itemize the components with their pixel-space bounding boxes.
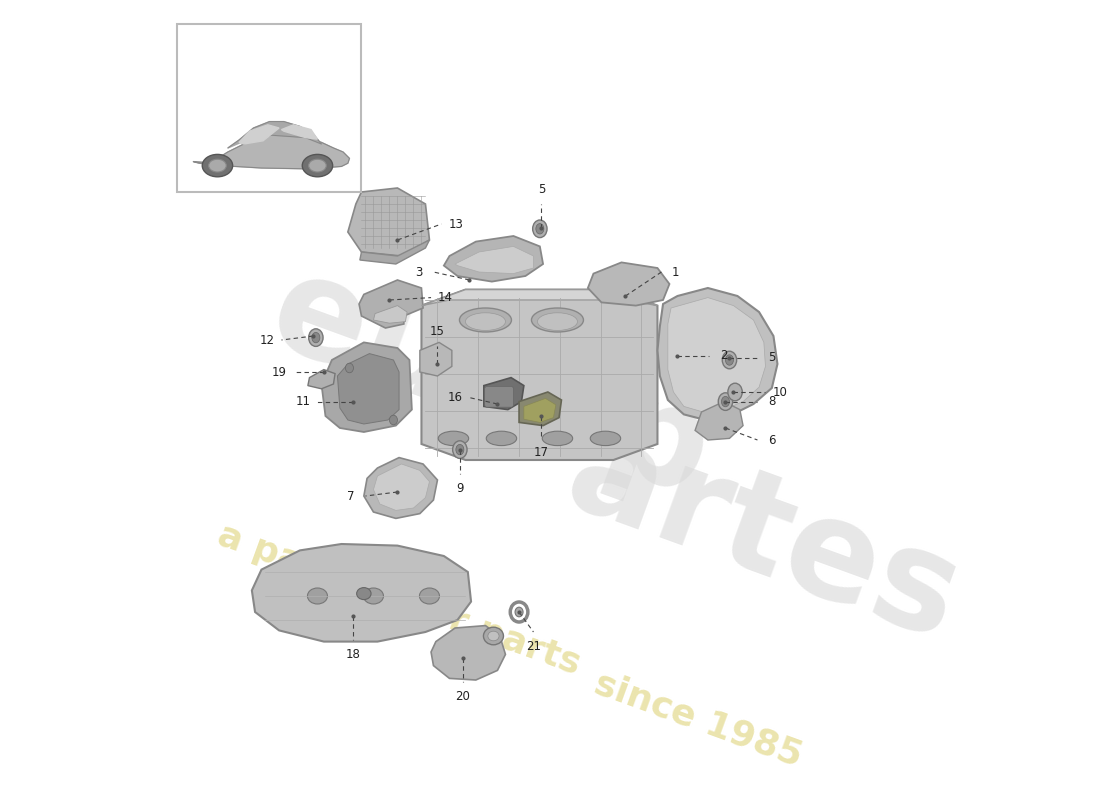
Ellipse shape [356, 587, 371, 600]
Ellipse shape [202, 154, 233, 177]
Polygon shape [228, 122, 321, 148]
Text: 16: 16 [448, 391, 463, 404]
Ellipse shape [389, 415, 397, 425]
FancyBboxPatch shape [485, 386, 514, 407]
Ellipse shape [726, 354, 734, 365]
Ellipse shape [728, 383, 743, 401]
Polygon shape [282, 125, 318, 139]
Polygon shape [524, 398, 556, 422]
Polygon shape [252, 544, 471, 642]
Polygon shape [668, 298, 766, 412]
Text: 13: 13 [449, 218, 463, 230]
Text: 14: 14 [438, 291, 453, 304]
Polygon shape [484, 378, 524, 410]
Polygon shape [420, 342, 452, 376]
Ellipse shape [718, 393, 733, 410]
Text: 9: 9 [456, 482, 463, 494]
Text: 18: 18 [346, 648, 361, 661]
Text: a passion for parts: a passion for parts [213, 518, 585, 682]
Ellipse shape [308, 588, 328, 604]
Text: since 1985: since 1985 [590, 666, 806, 774]
Text: 12: 12 [260, 334, 275, 346]
Bar [177, 24, 362, 192]
Polygon shape [359, 280, 424, 328]
Ellipse shape [460, 308, 512, 332]
Ellipse shape [302, 154, 332, 177]
Text: 21: 21 [526, 640, 541, 653]
Ellipse shape [538, 313, 578, 330]
Ellipse shape [486, 431, 517, 446]
Polygon shape [194, 134, 350, 169]
Text: 7: 7 [348, 490, 355, 502]
Polygon shape [658, 288, 778, 420]
Text: 10: 10 [772, 386, 788, 398]
Text: 3: 3 [416, 266, 422, 278]
Polygon shape [455, 246, 534, 274]
Ellipse shape [345, 363, 353, 373]
Ellipse shape [309, 329, 323, 346]
Ellipse shape [209, 159, 227, 172]
Text: 19: 19 [272, 366, 287, 378]
Ellipse shape [363, 588, 384, 604]
Text: 17: 17 [534, 446, 549, 459]
Text: 11: 11 [296, 395, 310, 408]
Ellipse shape [723, 351, 737, 369]
Polygon shape [374, 306, 407, 323]
Text: 6: 6 [768, 434, 776, 446]
Polygon shape [360, 240, 429, 264]
Text: 5: 5 [768, 351, 776, 364]
Ellipse shape [309, 159, 327, 172]
Ellipse shape [312, 333, 320, 342]
Ellipse shape [536, 223, 543, 234]
Polygon shape [348, 188, 429, 256]
Text: 20: 20 [455, 690, 471, 702]
Text: 1: 1 [672, 266, 680, 278]
Ellipse shape [531, 308, 583, 332]
Polygon shape [338, 354, 399, 424]
Polygon shape [321, 342, 411, 432]
Polygon shape [695, 402, 744, 440]
Polygon shape [444, 236, 543, 282]
Ellipse shape [542, 431, 573, 446]
Polygon shape [239, 125, 279, 144]
Polygon shape [431, 626, 506, 680]
Ellipse shape [484, 627, 504, 645]
Ellipse shape [419, 588, 440, 604]
Text: artes: artes [550, 403, 977, 669]
Ellipse shape [722, 397, 729, 406]
Ellipse shape [465, 313, 506, 330]
Ellipse shape [455, 445, 464, 454]
Polygon shape [421, 290, 658, 306]
Text: 8: 8 [768, 395, 776, 408]
Ellipse shape [591, 431, 620, 446]
Text: 2: 2 [720, 350, 727, 362]
Ellipse shape [488, 631, 499, 641]
Polygon shape [374, 464, 429, 510]
Polygon shape [421, 290, 658, 460]
Ellipse shape [532, 220, 547, 238]
Ellipse shape [515, 607, 524, 617]
Polygon shape [364, 458, 438, 518]
Polygon shape [587, 262, 670, 306]
Polygon shape [519, 392, 561, 426]
Ellipse shape [453, 441, 468, 458]
Text: 15: 15 [430, 325, 444, 338]
Polygon shape [308, 370, 336, 389]
Text: europ: europ [253, 242, 728, 526]
Ellipse shape [438, 431, 469, 446]
Text: 5: 5 [538, 183, 546, 196]
